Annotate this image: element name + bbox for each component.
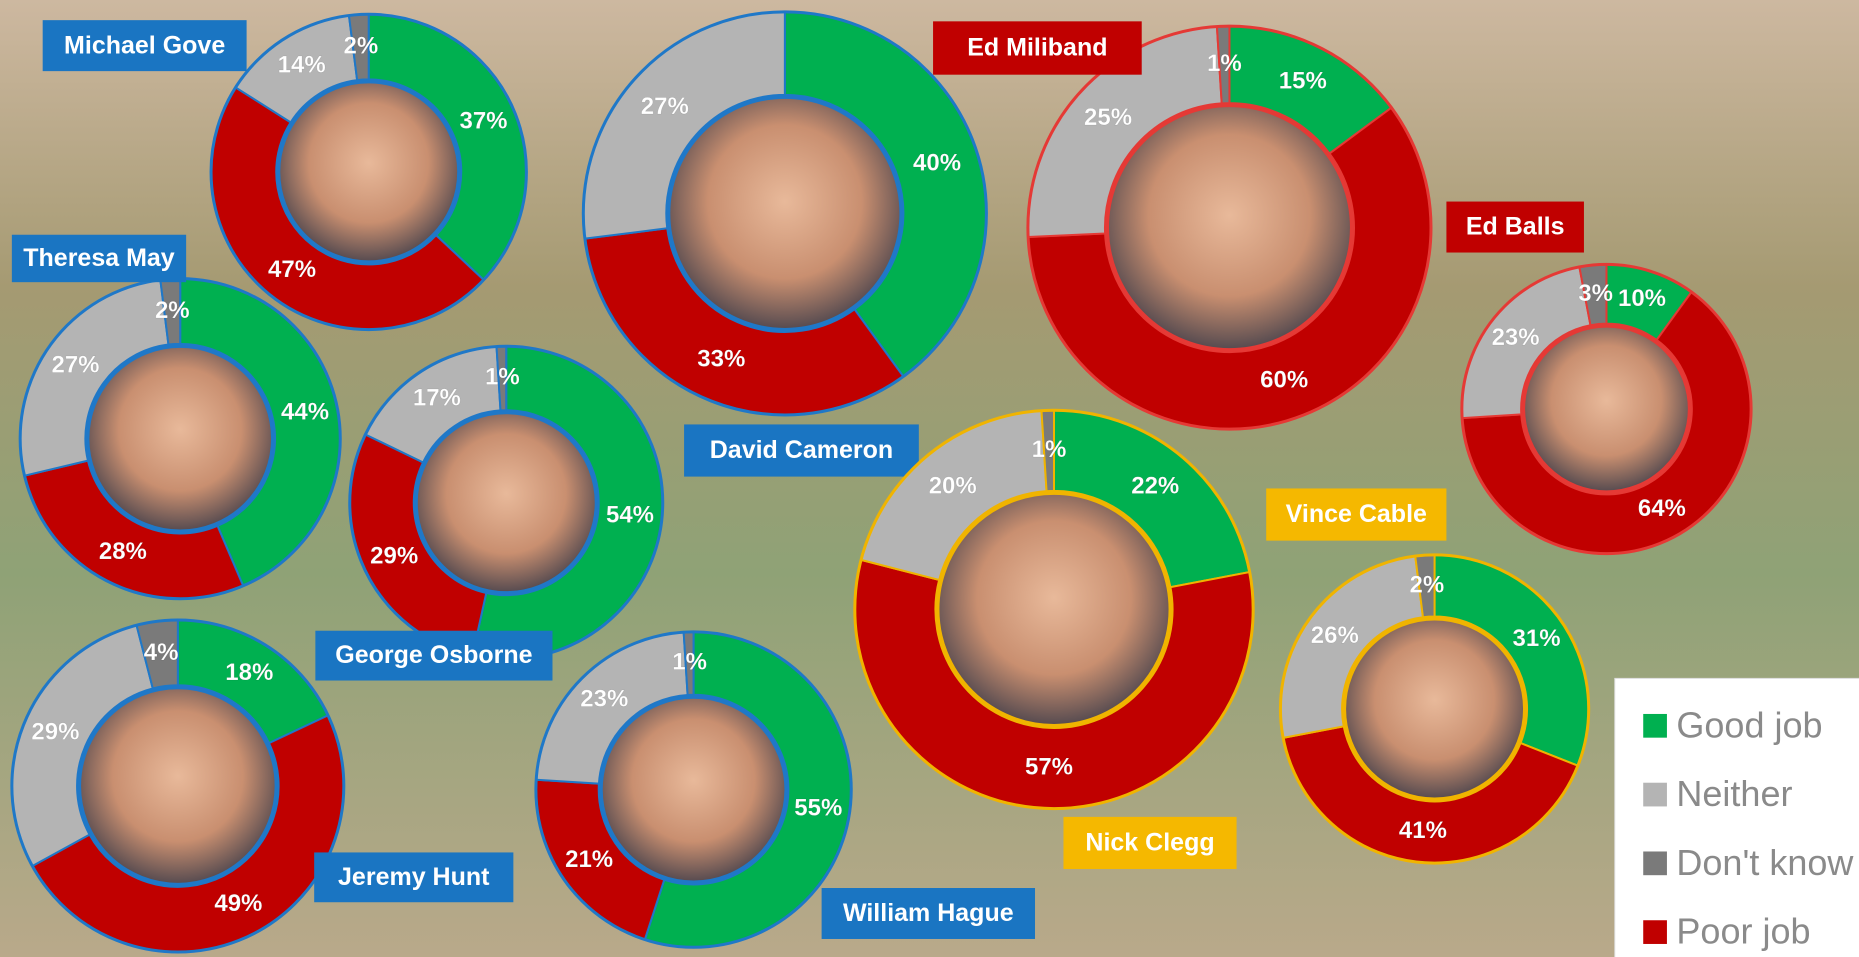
legend-swatch: [1643, 714, 1667, 738]
value-label: 1%: [485, 364, 520, 391]
name-label: Vince Cable: [1286, 500, 1427, 528]
value-label: 2%: [1409, 571, 1444, 598]
value-label: 57%: [1025, 754, 1073, 781]
portrait: [1344, 619, 1525, 800]
value-label: 21%: [565, 846, 613, 873]
name-label: David Cameron: [710, 436, 893, 464]
value-label: 1%: [1032, 436, 1067, 463]
value-label: 27%: [51, 351, 99, 378]
value-label: 22%: [1131, 472, 1179, 499]
name-label: George Osborne: [335, 641, 532, 669]
legend-label: Don't know: [1676, 842, 1854, 883]
value-label: 29%: [370, 542, 418, 569]
legend-swatch: [1643, 851, 1667, 875]
value-label: 10%: [1618, 285, 1666, 312]
legend-swatch: [1643, 920, 1667, 944]
value-label: 14%: [278, 52, 326, 79]
value-label: 18%: [225, 659, 273, 686]
portrait: [278, 81, 459, 262]
name-label: Ed Miliband: [967, 34, 1107, 62]
value-label: 54%: [606, 502, 654, 529]
value-label: 25%: [1084, 104, 1132, 131]
name-label: Jeremy Hunt: [338, 863, 490, 891]
value-label: 3%: [1578, 280, 1613, 307]
value-label: 55%: [794, 795, 842, 822]
value-label: 29%: [31, 718, 79, 745]
value-label: 40%: [913, 149, 961, 176]
name-label: Michael Gove: [64, 31, 225, 59]
value-label: 41%: [1399, 817, 1447, 844]
value-label: 31%: [1513, 625, 1561, 652]
name-label: Theresa May: [23, 244, 175, 272]
value-label: 2%: [344, 32, 379, 59]
value-label: 1%: [1207, 50, 1242, 77]
name-label: William Hague: [843, 899, 1014, 927]
value-label: 26%: [1311, 622, 1359, 649]
name-label: Nick Clegg: [1085, 829, 1214, 857]
value-label: 4%: [144, 639, 179, 666]
legend-label: Good job: [1676, 704, 1822, 745]
value-label: 37%: [459, 108, 507, 135]
value-label: 44%: [281, 398, 329, 425]
portrait: [937, 493, 1170, 726]
legend-label: Poor job: [1676, 911, 1810, 952]
value-label: 49%: [214, 890, 262, 917]
name-label: Ed Balls: [1466, 213, 1565, 241]
value-label: 64%: [1638, 495, 1686, 522]
portrait: [1107, 105, 1352, 350]
portrait: [79, 687, 277, 885]
portrait: [87, 346, 273, 532]
value-label: 33%: [697, 346, 745, 373]
value-label: 47%: [268, 256, 316, 283]
value-label: 60%: [1260, 367, 1308, 394]
chart: 37% 47% 14% 2% Michael Gove 40% 33% 27% David Ca…: [0, 0, 1859, 957]
legend-swatch: [1643, 783, 1667, 807]
legend-label: Neither: [1676, 773, 1792, 814]
value-label: 20%: [929, 472, 977, 499]
portrait: [601, 697, 787, 883]
value-label: 27%: [641, 93, 689, 120]
value-label: 23%: [1492, 324, 1540, 351]
portrait: [416, 412, 597, 593]
value-label: 2%: [155, 297, 190, 324]
value-label: 15%: [1279, 67, 1327, 94]
value-label: 28%: [99, 538, 147, 565]
value-label: 23%: [580, 686, 628, 713]
portrait: [668, 97, 901, 330]
value-label: 17%: [413, 385, 461, 412]
value-label: 1%: [672, 649, 707, 676]
portrait: [1523, 326, 1690, 493]
